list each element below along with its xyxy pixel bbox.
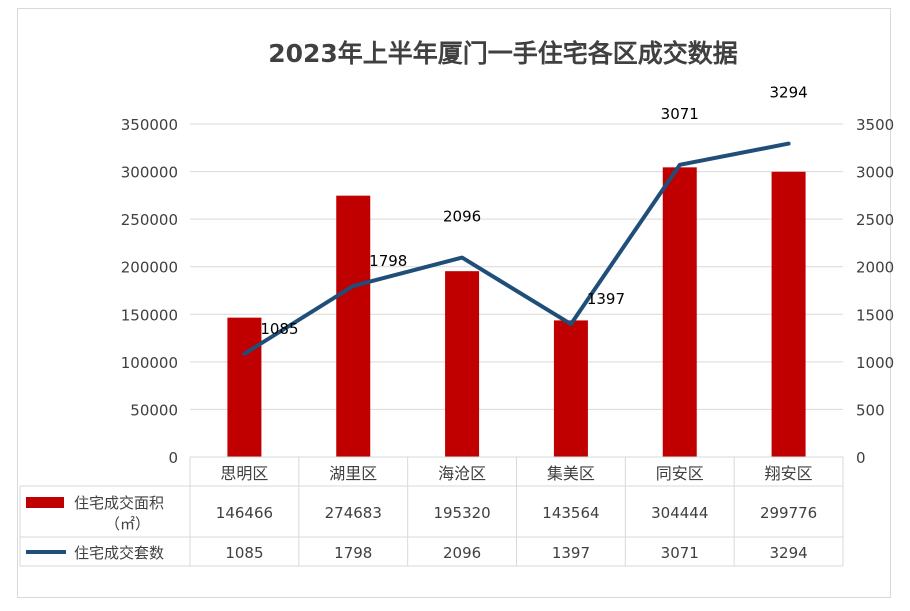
table-cell-area: 304444: [651, 504, 708, 522]
legend-label-count: 住宅成交套数: [74, 544, 164, 562]
table-cell-count: 1798: [334, 544, 372, 562]
left-tick-label: 250000: [121, 211, 178, 229]
table-cell-area: 274683: [325, 504, 382, 522]
right-tick-label: 1000: [856, 354, 894, 372]
table-cell-count: 1085: [225, 544, 263, 562]
chart-title: 2023年上半年厦门一手住宅各区成交数据: [268, 39, 738, 68]
right-tick-label: 1500: [856, 306, 894, 324]
left-tick-label: 50000: [130, 401, 178, 419]
left-tick-label: 150000: [121, 306, 178, 324]
line-data-label: 1798: [369, 252, 407, 270]
category-label: 思明区: [220, 464, 268, 483]
right-tick-label: 3000: [856, 164, 894, 182]
bar: [445, 271, 480, 457]
table-cell-area: 146466: [216, 504, 273, 522]
left-axis-ticks: 0 50000 100000 150000 200000 250000 300000 3500…: [121, 116, 178, 467]
bar: [227, 317, 262, 457]
bar: [771, 171, 806, 457]
table-cell-count: 3071: [661, 544, 699, 562]
right-tick-label: 2000: [856, 259, 894, 277]
line-series: 1085 1798 2096 1397 3071 3294: [242, 84, 808, 356]
table-cell-area: 143564: [542, 504, 599, 522]
left-tick-label: 300000: [121, 164, 178, 182]
category-label: 湖里区: [329, 464, 377, 483]
bar-series: [227, 167, 806, 458]
line-data-label: 2096: [443, 208, 481, 226]
category-label: 翔安区: [765, 464, 813, 483]
left-tick-label: 0: [168, 449, 178, 467]
series-line: [242, 141, 791, 356]
right-tick-label: 500: [856, 401, 885, 419]
legend-label-area-unit: （㎡）: [105, 515, 150, 533]
line-data-label: 1085: [260, 320, 298, 338]
left-tick-label: 100000: [121, 354, 178, 372]
bar: [553, 320, 588, 457]
left-tick-label: 200000: [121, 259, 178, 277]
right-tick-label: 2500: [856, 211, 894, 229]
bar: [662, 167, 697, 458]
category-label: 同安区: [656, 464, 704, 483]
right-tick-label: 3500: [856, 116, 894, 134]
line-data-label: 1397: [587, 290, 625, 308]
line-data-label: 3071: [661, 105, 699, 123]
table-cell-count: 1397: [552, 544, 590, 562]
table-cell-count: 3294: [769, 544, 807, 562]
left-tick-label: 350000: [121, 116, 178, 134]
right-axis-ticks: 0 500 1000 1500 2000 2500 3000 3500: [856, 116, 894, 467]
table-cell-count: 2096: [443, 544, 481, 562]
category-label: 集美区: [547, 464, 595, 483]
right-tick-label: 0: [856, 449, 866, 467]
table-cell-area: 299776: [760, 504, 817, 522]
chart-frame: [17, 8, 891, 598]
category-label: 海沧区: [438, 464, 486, 483]
line-data-label: 3294: [769, 84, 807, 102]
bar: [336, 195, 371, 457]
legend-label-area: 住宅成交面积: [74, 494, 164, 512]
table-cell-area: 195320: [433, 504, 490, 522]
legend-key-area: [26, 497, 64, 508]
